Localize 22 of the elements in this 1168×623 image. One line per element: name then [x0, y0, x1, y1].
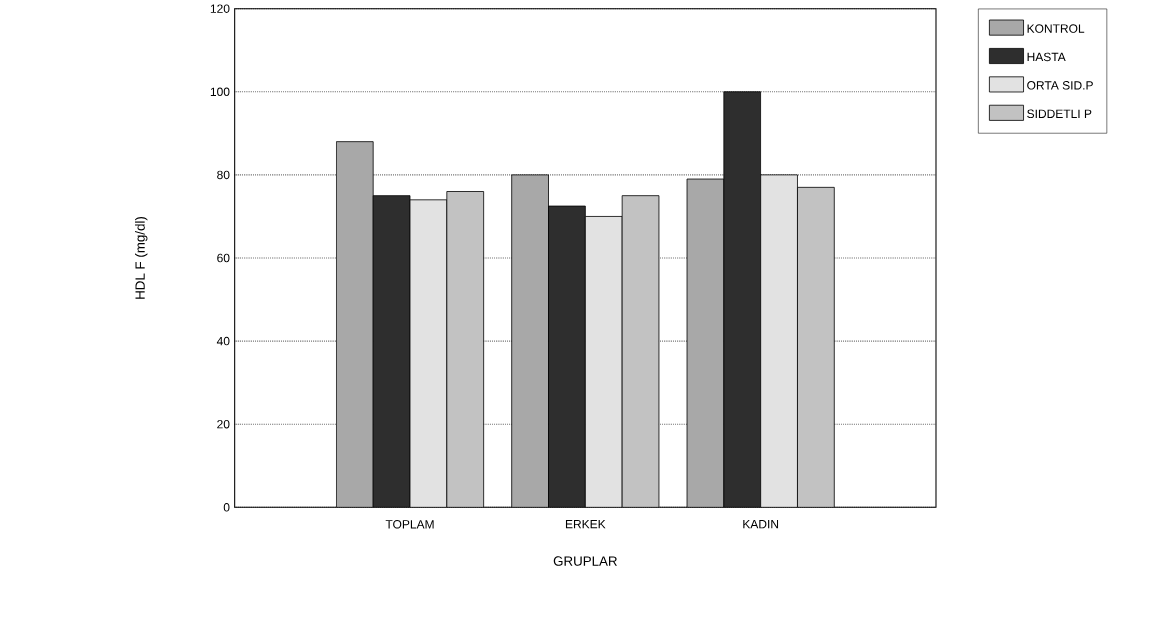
bar	[584, 216, 623, 508]
y-tick-label: 80	[217, 170, 230, 180]
bar	[409, 199, 448, 508]
x-axis-title: GRUPLAR	[553, 556, 617, 566]
bar	[335, 141, 374, 508]
y-tick-label: 120	[210, 4, 230, 14]
y-tick-label: 40	[216, 337, 230, 346]
y-axis-title: HDL F (mg/dl)	[135, 217, 148, 299]
y-tick-label: 60	[217, 253, 230, 263]
x-tick-label: KADIN	[743, 520, 779, 529]
y-tick-label: 100	[210, 87, 230, 97]
legend-label: SIDDETLI P	[1027, 109, 1092, 119]
bar	[760, 174, 798, 508]
y-tick-label: 20	[217, 420, 230, 429]
bar	[511, 174, 549, 508]
bar	[686, 178, 725, 508]
legend-label: HASTA	[1027, 52, 1066, 62]
legend-label: KONTROL	[1027, 24, 1085, 33]
x-tick-label: TOPLAM	[385, 520, 434, 529]
x-tick-label: ERKEK	[565, 520, 606, 529]
y-tick-label: 0	[223, 503, 230, 512]
legend-label: ORTA SID.P	[1027, 81, 1093, 90]
